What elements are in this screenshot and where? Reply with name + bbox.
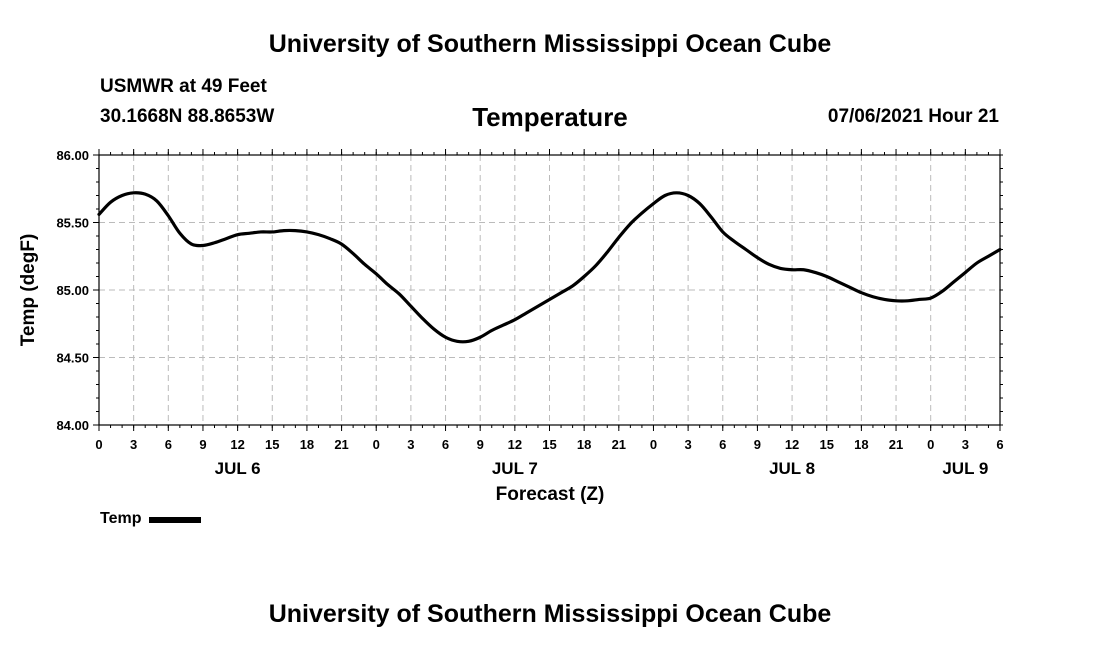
- grid: [98, 154, 1001, 426]
- temp-series-line: [97, 191, 1002, 344]
- y-tick-label: 84.50: [56, 351, 89, 366]
- y-tick-label: 86.00: [56, 148, 89, 163]
- day-label: JUL 9: [942, 459, 988, 478]
- station-label: USMWR at 49 Feet: [100, 76, 267, 97]
- x-tick-labels: 0 3 6 9 12 15 18 21 0 3 6 9 12 15 18 21 0 3 6 9 12 15 18 21 0 3 6: [95, 437, 1003, 452]
- plot-frame: [98, 154, 1001, 426]
- footer-title: University of Southern Mississippi Ocean…: [268, 600, 832, 628]
- x-tick-label: 0: [650, 437, 657, 452]
- x-axis-label: Forecast (Z): [496, 484, 605, 505]
- x-tick-label: 21: [334, 437, 348, 452]
- y-tick-label: 84.00: [56, 418, 89, 433]
- x-tick-label: 3: [130, 437, 137, 452]
- x-tick-label: 3: [407, 437, 414, 452]
- x-tick-label: 3: [962, 437, 969, 452]
- x-tick-label: 21: [889, 437, 903, 452]
- x-tick-label: 15: [819, 437, 833, 452]
- day-label: JUL 7: [492, 459, 538, 478]
- x-tick-label: 18: [854, 437, 868, 452]
- legend-line-swatch: [149, 517, 202, 523]
- x-tick-label: 6: [719, 437, 726, 452]
- legend-label: Temp: [100, 510, 142, 527]
- x-tick-label: 0: [373, 437, 380, 452]
- y-tick-labels: 84.00 84.50 85.00 85.50 86.00: [56, 148, 89, 433]
- x-tick-label: 9: [477, 437, 484, 452]
- day-label: JUL 6: [215, 459, 261, 478]
- x-tick-label: 0: [927, 437, 934, 452]
- x-tick-label: 12: [508, 437, 522, 452]
- x-tick-label: 0: [95, 437, 102, 452]
- x-tick-label: 9: [754, 437, 761, 452]
- legend: Temp: [100, 510, 202, 528]
- x-tick-label: 21: [612, 437, 626, 452]
- x-tick-label: 9: [199, 437, 206, 452]
- y-axis-label: Temp (degF): [18, 234, 39, 347]
- x-tick-label: 6: [165, 437, 172, 452]
- x-tick-label: 12: [230, 437, 244, 452]
- y-tick-label: 85.00: [56, 283, 89, 298]
- x-tick-label: 18: [300, 437, 314, 452]
- x-tick-label: 18: [577, 437, 591, 452]
- day-labels: JUL 6 JUL 7 JUL 8 JUL 9: [215, 459, 989, 478]
- day-label: JUL 8: [769, 459, 815, 478]
- x-tick-label: 3: [684, 437, 691, 452]
- y-tick-label: 85.50: [56, 216, 89, 231]
- forecast-datetime: 07/06/2021 Hour 21: [827, 106, 999, 127]
- x-tick-label: 15: [542, 437, 556, 452]
- x-tick-label: 6: [442, 437, 449, 452]
- x-tick-label: 12: [785, 437, 799, 452]
- x-tick-label: 6: [996, 437, 1003, 452]
- x-tick-label: 15: [265, 437, 279, 452]
- chart-title: Temperature: [472, 102, 628, 132]
- page-title: University of Southern Mississippi Ocean…: [268, 30, 832, 58]
- station-coordinates: 30.1668N 88.8653W: [100, 106, 275, 127]
